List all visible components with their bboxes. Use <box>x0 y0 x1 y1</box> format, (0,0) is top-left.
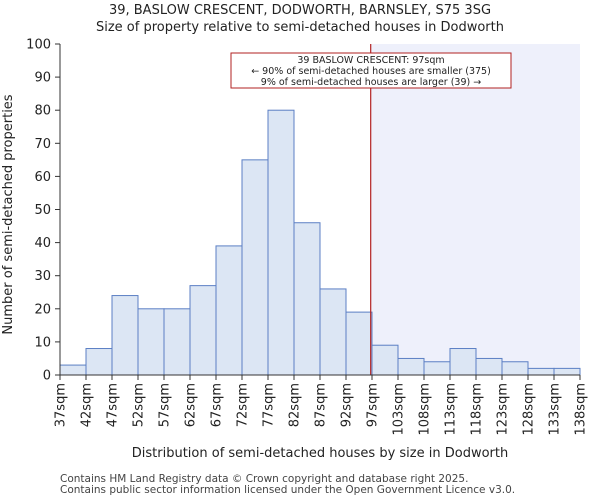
annotation-line-2: ← 90% of semi-detached houses are smalle… <box>251 66 491 77</box>
x-tick-label: 52sqm <box>132 383 147 427</box>
x-tick-label: 57sqm <box>158 383 173 427</box>
bar-77sqm <box>267 109 295 376</box>
annotation-rect <box>230 52 512 89</box>
y-tick-label: 0 <box>43 369 51 384</box>
footer-line-2: Contains public sector information licen… <box>60 484 516 496</box>
annotation-line-3: 9% of semi-detached houses are larger (3… <box>261 77 481 88</box>
y-tick-label: 50 <box>34 203 51 218</box>
x-tick-label: 67sqm <box>210 383 225 427</box>
y-axis-title: Number of semi-detached properties <box>1 94 16 334</box>
x-tick-label: 108sqm <box>418 383 433 436</box>
bar-82sqm <box>293 222 321 376</box>
bar-108sqm <box>423 361 451 376</box>
y-tick-label: 30 <box>34 269 51 284</box>
chart-svg: 0 10 20 30 40 50 60 70 80 90 100 39 BASLOW CRESCEN… <box>1 38 589 462</box>
bars-group <box>59 109 581 376</box>
x-tick-label: 97sqm <box>366 383 381 427</box>
x-tick-label: 87sqm <box>314 383 329 427</box>
y-tick-label: 100 <box>26 38 51 53</box>
bar-133sqm <box>553 367 581 376</box>
y-tick-label: 90 <box>34 71 51 86</box>
y-tick-label: 20 <box>34 302 51 317</box>
x-tick-labels: 37sqm 42sqm 47sqm 52sqm 57sqm 62sqm 67sqm 72sqm… <box>54 375 589 436</box>
x-tick-label: 133sqm <box>548 383 563 436</box>
x-tick-label: 82sqm <box>288 383 303 427</box>
bar-92sqm <box>345 311 373 376</box>
bar-42sqm <box>85 348 113 376</box>
bar-97sqm <box>371 344 399 376</box>
chart-subtitle: Size of property relative to semi-detach… <box>95 20 504 35</box>
x-axis-title: Distribution of semi-detached houses by … <box>132 446 508 461</box>
bar-72sqm <box>241 159 269 376</box>
x-tick-label: 62sqm <box>184 383 199 427</box>
y-tick-label: 60 <box>34 170 51 185</box>
x-tick-label: 138sqm <box>574 383 589 436</box>
x-tick-label: 113sqm <box>444 383 459 436</box>
x-tick-label: 42sqm <box>80 383 95 427</box>
y-tick-label: 80 <box>34 104 51 119</box>
annotation-line-1: 39 BASLOW CRESCENT: 97sqm <box>297 55 444 66</box>
bar-57sqm <box>163 308 191 376</box>
bar-87sqm <box>319 288 347 376</box>
x-tick-label: 37sqm <box>54 383 69 427</box>
larger-region-highlight <box>370 44 580 375</box>
footer-line-1: Contains HM Land Registry data © Crown c… <box>60 473 469 485</box>
x-tick-label: 128sqm <box>522 383 537 436</box>
y-tick-label: 70 <box>34 137 51 152</box>
bar-123sqm <box>501 361 529 376</box>
annotation-box: 39 BASLOW CRESCENT: 97sqm ← 90% of semi-… <box>230 52 512 89</box>
bar-118sqm <box>475 357 503 376</box>
x-tick-label: 103sqm <box>392 383 407 436</box>
bar-47sqm <box>111 295 139 376</box>
x-tick-label: 92sqm <box>340 383 355 427</box>
x-tick-label: 72sqm <box>236 383 251 427</box>
x-tick-label: 118sqm <box>470 383 485 436</box>
bar-103sqm <box>397 357 425 376</box>
x-tick-label: 123sqm <box>496 383 511 436</box>
bar-37sqm <box>59 364 87 376</box>
bar-52sqm <box>137 308 165 376</box>
bar-67sqm <box>215 245 243 376</box>
y-tick-label: 10 <box>34 335 51 350</box>
bar-113sqm <box>449 348 477 376</box>
y-axis-ticks: 0 10 20 30 40 50 60 70 80 90 100 <box>26 38 60 384</box>
bar-62sqm <box>189 285 217 376</box>
x-tick-label: 47sqm <box>106 383 121 427</box>
bar-128sqm <box>527 367 555 376</box>
x-tick-label: 77sqm <box>262 383 277 427</box>
y-tick-label: 40 <box>34 236 51 251</box>
chart-title: 39, BASLOW CRESCENT, DODWORTH, BARNSLEY,… <box>108 3 492 18</box>
